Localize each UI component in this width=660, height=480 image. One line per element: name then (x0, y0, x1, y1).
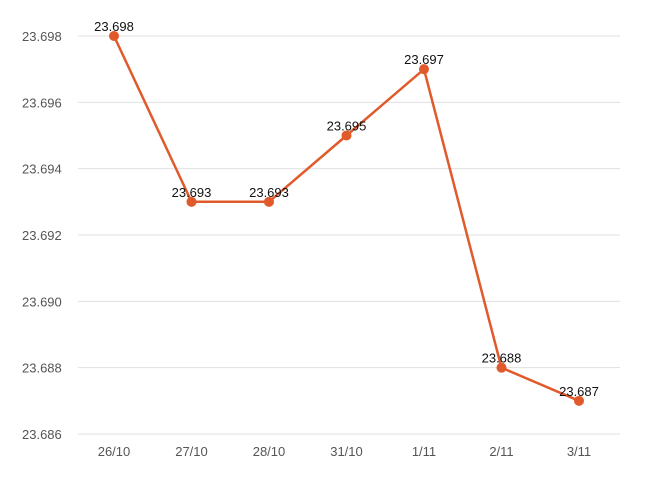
x-tick-label: 26/10 (98, 444, 131, 459)
data-label: 23.695 (327, 119, 367, 134)
data-label: 23.698 (94, 19, 134, 34)
x-tick-label: 2/11 (489, 444, 513, 459)
x-tick-label: 1/11 (412, 444, 436, 459)
y-tick-label: 23.696 (22, 95, 62, 110)
data-label: 23.688 (482, 351, 522, 366)
gridlines (78, 35, 620, 435)
data-point (341, 130, 352, 141)
data-label: 23.697 (404, 52, 444, 67)
x-tick-label: 28/10 (253, 444, 286, 459)
y-tick-label: 23.686 (22, 427, 62, 442)
y-tick-label: 23.692 (22, 228, 62, 243)
y-tick-label: 23.698 (22, 29, 62, 44)
data-labels: 23.698 23.693 23.693 23.695 23.697 23.688 23.6… (94, 19, 599, 399)
data-point (264, 196, 274, 207)
data-point (186, 196, 197, 207)
x-tick-label: 31/10 (330, 444, 363, 459)
y-tick-label: 23.694 (22, 162, 62, 177)
data-label: 23.693 (249, 185, 289, 200)
data-point (496, 362, 507, 373)
x-tick-label: 27/10 (175, 444, 208, 459)
data-points (109, 31, 584, 406)
data-label: 23.687 (559, 384, 599, 399)
x-axis-ticks: 26/10 27/10 28/10 31/10 1/11 2/11 3/11 (98, 444, 591, 459)
y-tick-label: 23.688 (22, 361, 62, 376)
data-point (419, 64, 429, 75)
data-point (109, 31, 119, 41)
data-point (574, 395, 584, 406)
series-line (112, 35, 580, 402)
y-tick-label: 23.690 (22, 294, 62, 309)
y-axis-ticks: 23.686 23.688 23.690 23.692 23.694 23.696 23.6… (22, 29, 62, 442)
x-tick-label: 3/11 (567, 444, 591, 459)
data-label: 23.693 (172, 185, 212, 200)
